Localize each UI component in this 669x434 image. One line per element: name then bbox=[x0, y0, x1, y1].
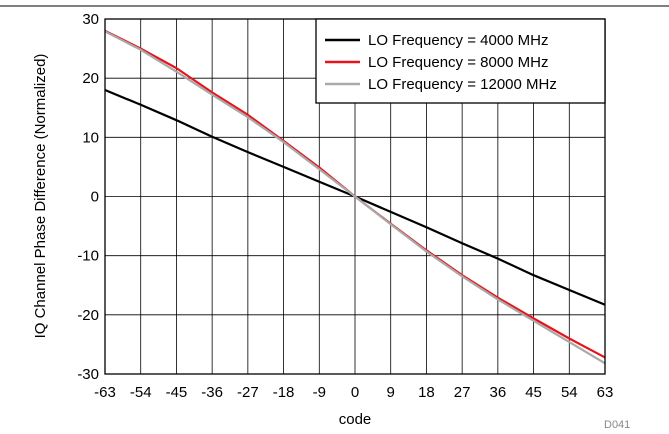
legend-label-2: LO Frequency = 8000 MHz bbox=[368, 54, 549, 71]
x-tick-label: -36 bbox=[201, 384, 223, 401]
y-tick-label: -20 bbox=[77, 307, 99, 324]
legend-label-3: LO Frequency = 12000 MHz bbox=[368, 76, 557, 93]
legend-box bbox=[315, 18, 606, 104]
y-tick-label: 20 bbox=[82, 70, 99, 87]
series-line-3 bbox=[104, 30, 606, 365]
x-axis-title: code bbox=[339, 411, 372, 428]
y-axis-title: IQ Channel Phase Difference (Normalized) bbox=[32, 54, 49, 339]
y-tick-label: 10 bbox=[82, 129, 99, 146]
x-tick-label: -54 bbox=[130, 384, 152, 401]
x-tick-label: 63 bbox=[597, 384, 614, 401]
x-tick-label: 0 bbox=[351, 384, 359, 401]
x-tick-label: 9 bbox=[387, 384, 395, 401]
x-tick-labels: -63 -54 -45 -36 -27 -18 -9 0 9 18 27 36 45 54 63 bbox=[94, 384, 613, 401]
x-tick-label: 18 bbox=[418, 384, 435, 401]
x-tick-label: -63 bbox=[94, 384, 116, 401]
x-tick-label: 45 bbox=[525, 384, 542, 401]
y-tick-label: 0 bbox=[91, 189, 99, 206]
legend-label-1: LO Frequency = 4000 MHz bbox=[368, 32, 549, 49]
x-tick-label: 27 bbox=[454, 384, 471, 401]
legend: LO Frequency = 4000 MHz LO Frequency = 80… bbox=[315, 18, 606, 104]
x-tick-label: 36 bbox=[490, 384, 507, 401]
y-tick-labels: -30 -20 -10 0 10 20 30 bbox=[77, 11, 99, 383]
x-tick-label: -45 bbox=[166, 384, 188, 401]
x-tick-label: -27 bbox=[237, 384, 259, 401]
x-tick-label: -9 bbox=[313, 384, 326, 401]
x-tick-label: -18 bbox=[273, 384, 295, 401]
figure-code: D041 bbox=[604, 419, 630, 431]
series-layer bbox=[104, 29, 606, 365]
y-tick-label: -30 bbox=[77, 366, 99, 383]
y-tick-label: 30 bbox=[82, 11, 99, 28]
x-tick-label: 54 bbox=[561, 384, 578, 401]
y-tick-label: -10 bbox=[77, 248, 99, 265]
